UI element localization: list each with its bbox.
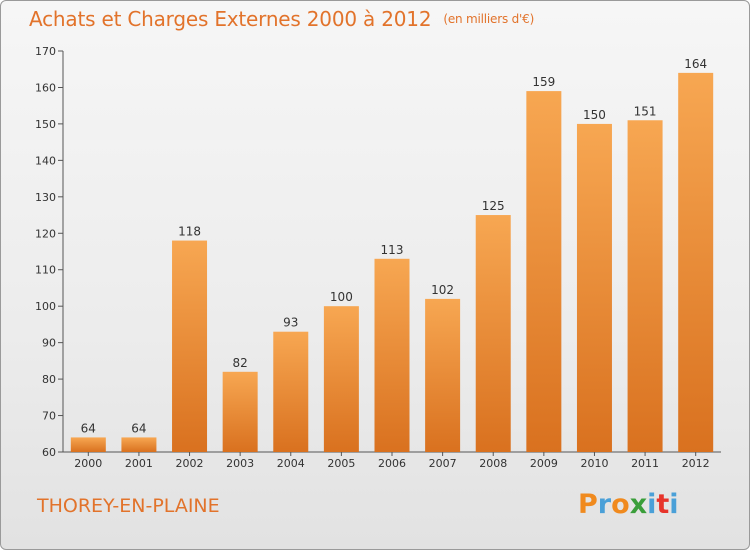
x-tick-label: 2002 <box>176 457 204 470</box>
y-tick-label: 120 <box>35 227 56 240</box>
y-tick-label: 140 <box>35 154 56 167</box>
bar <box>70 437 106 452</box>
x-tick-label: 2011 <box>631 457 659 470</box>
bar <box>678 72 714 452</box>
x-tick-label: 2006 <box>378 457 406 470</box>
logo-letter: t <box>656 489 670 520</box>
x-tick-label: 2012 <box>682 457 710 470</box>
y-tick-label: 90 <box>42 337 56 350</box>
x-tick-label: 2000 <box>74 457 102 470</box>
y-tick-label: 80 <box>42 373 56 386</box>
logo-letter: o <box>611 489 630 520</box>
y-tick-label: 60 <box>42 446 56 459</box>
y-tick-label: 150 <box>35 118 56 131</box>
commune-name: THOREY-EN-PLAINE <box>37 495 220 517</box>
bar <box>576 123 612 452</box>
title-text: Achats et Charges Externes 2000 à 2012 <box>29 7 432 31</box>
bar-value-label: 64 <box>131 421 146 435</box>
x-tick-label: 2001 <box>125 457 153 470</box>
x-tick-label: 2005 <box>327 457 355 470</box>
bar <box>425 298 461 452</box>
bar-value-label: 150 <box>583 108 606 122</box>
bar-value-label: 100 <box>330 290 353 304</box>
bar-value-label: 93 <box>283 316 298 330</box>
bar <box>475 215 511 452</box>
y-tick-label: 130 <box>35 191 56 204</box>
y-tick-label: 70 <box>42 410 56 423</box>
x-tick-label: 2007 <box>429 457 457 470</box>
bar <box>526 91 562 452</box>
bar <box>222 371 258 452</box>
y-tick-label: 170 <box>35 45 56 58</box>
x-tick-label: 2010 <box>580 457 608 470</box>
bar-value-label: 113 <box>381 243 404 257</box>
title-unit: (en milliers d'€) <box>443 12 535 26</box>
bar-value-label: 151 <box>634 104 657 118</box>
bar-value-label: 125 <box>482 199 505 213</box>
bar-value-label: 118 <box>178 225 201 239</box>
x-tick-label: 2009 <box>530 457 558 470</box>
bar-value-label: 164 <box>684 57 707 71</box>
bar <box>323 306 359 452</box>
bar <box>172 240 208 452</box>
bar <box>273 331 309 452</box>
logo-letter: x <box>629 489 648 520</box>
logo-letter: i <box>669 489 679 520</box>
logo-letter: i <box>647 489 657 520</box>
bar-value-label: 159 <box>532 75 555 89</box>
logo-letter: r <box>597 489 612 520</box>
bar-value-label: 82 <box>233 356 248 370</box>
bar <box>121 437 157 452</box>
logo-letter: P <box>578 489 598 520</box>
y-tick-label: 110 <box>35 264 56 277</box>
chart-title: Achats et Charges Externes 2000 à 2012 (e… <box>29 7 534 31</box>
y-tick-label: 100 <box>35 300 56 313</box>
y-tick-label: 160 <box>35 81 56 94</box>
bar <box>627 120 663 452</box>
x-tick-label: 2008 <box>479 457 507 470</box>
x-tick-label: 2004 <box>277 457 305 470</box>
bar <box>374 258 410 452</box>
x-tick-label: 2003 <box>226 457 254 470</box>
bar-value-label: 64 <box>81 421 96 435</box>
bar-value-label: 102 <box>431 283 454 297</box>
proxiti-logo: Proxiti <box>578 489 679 520</box>
